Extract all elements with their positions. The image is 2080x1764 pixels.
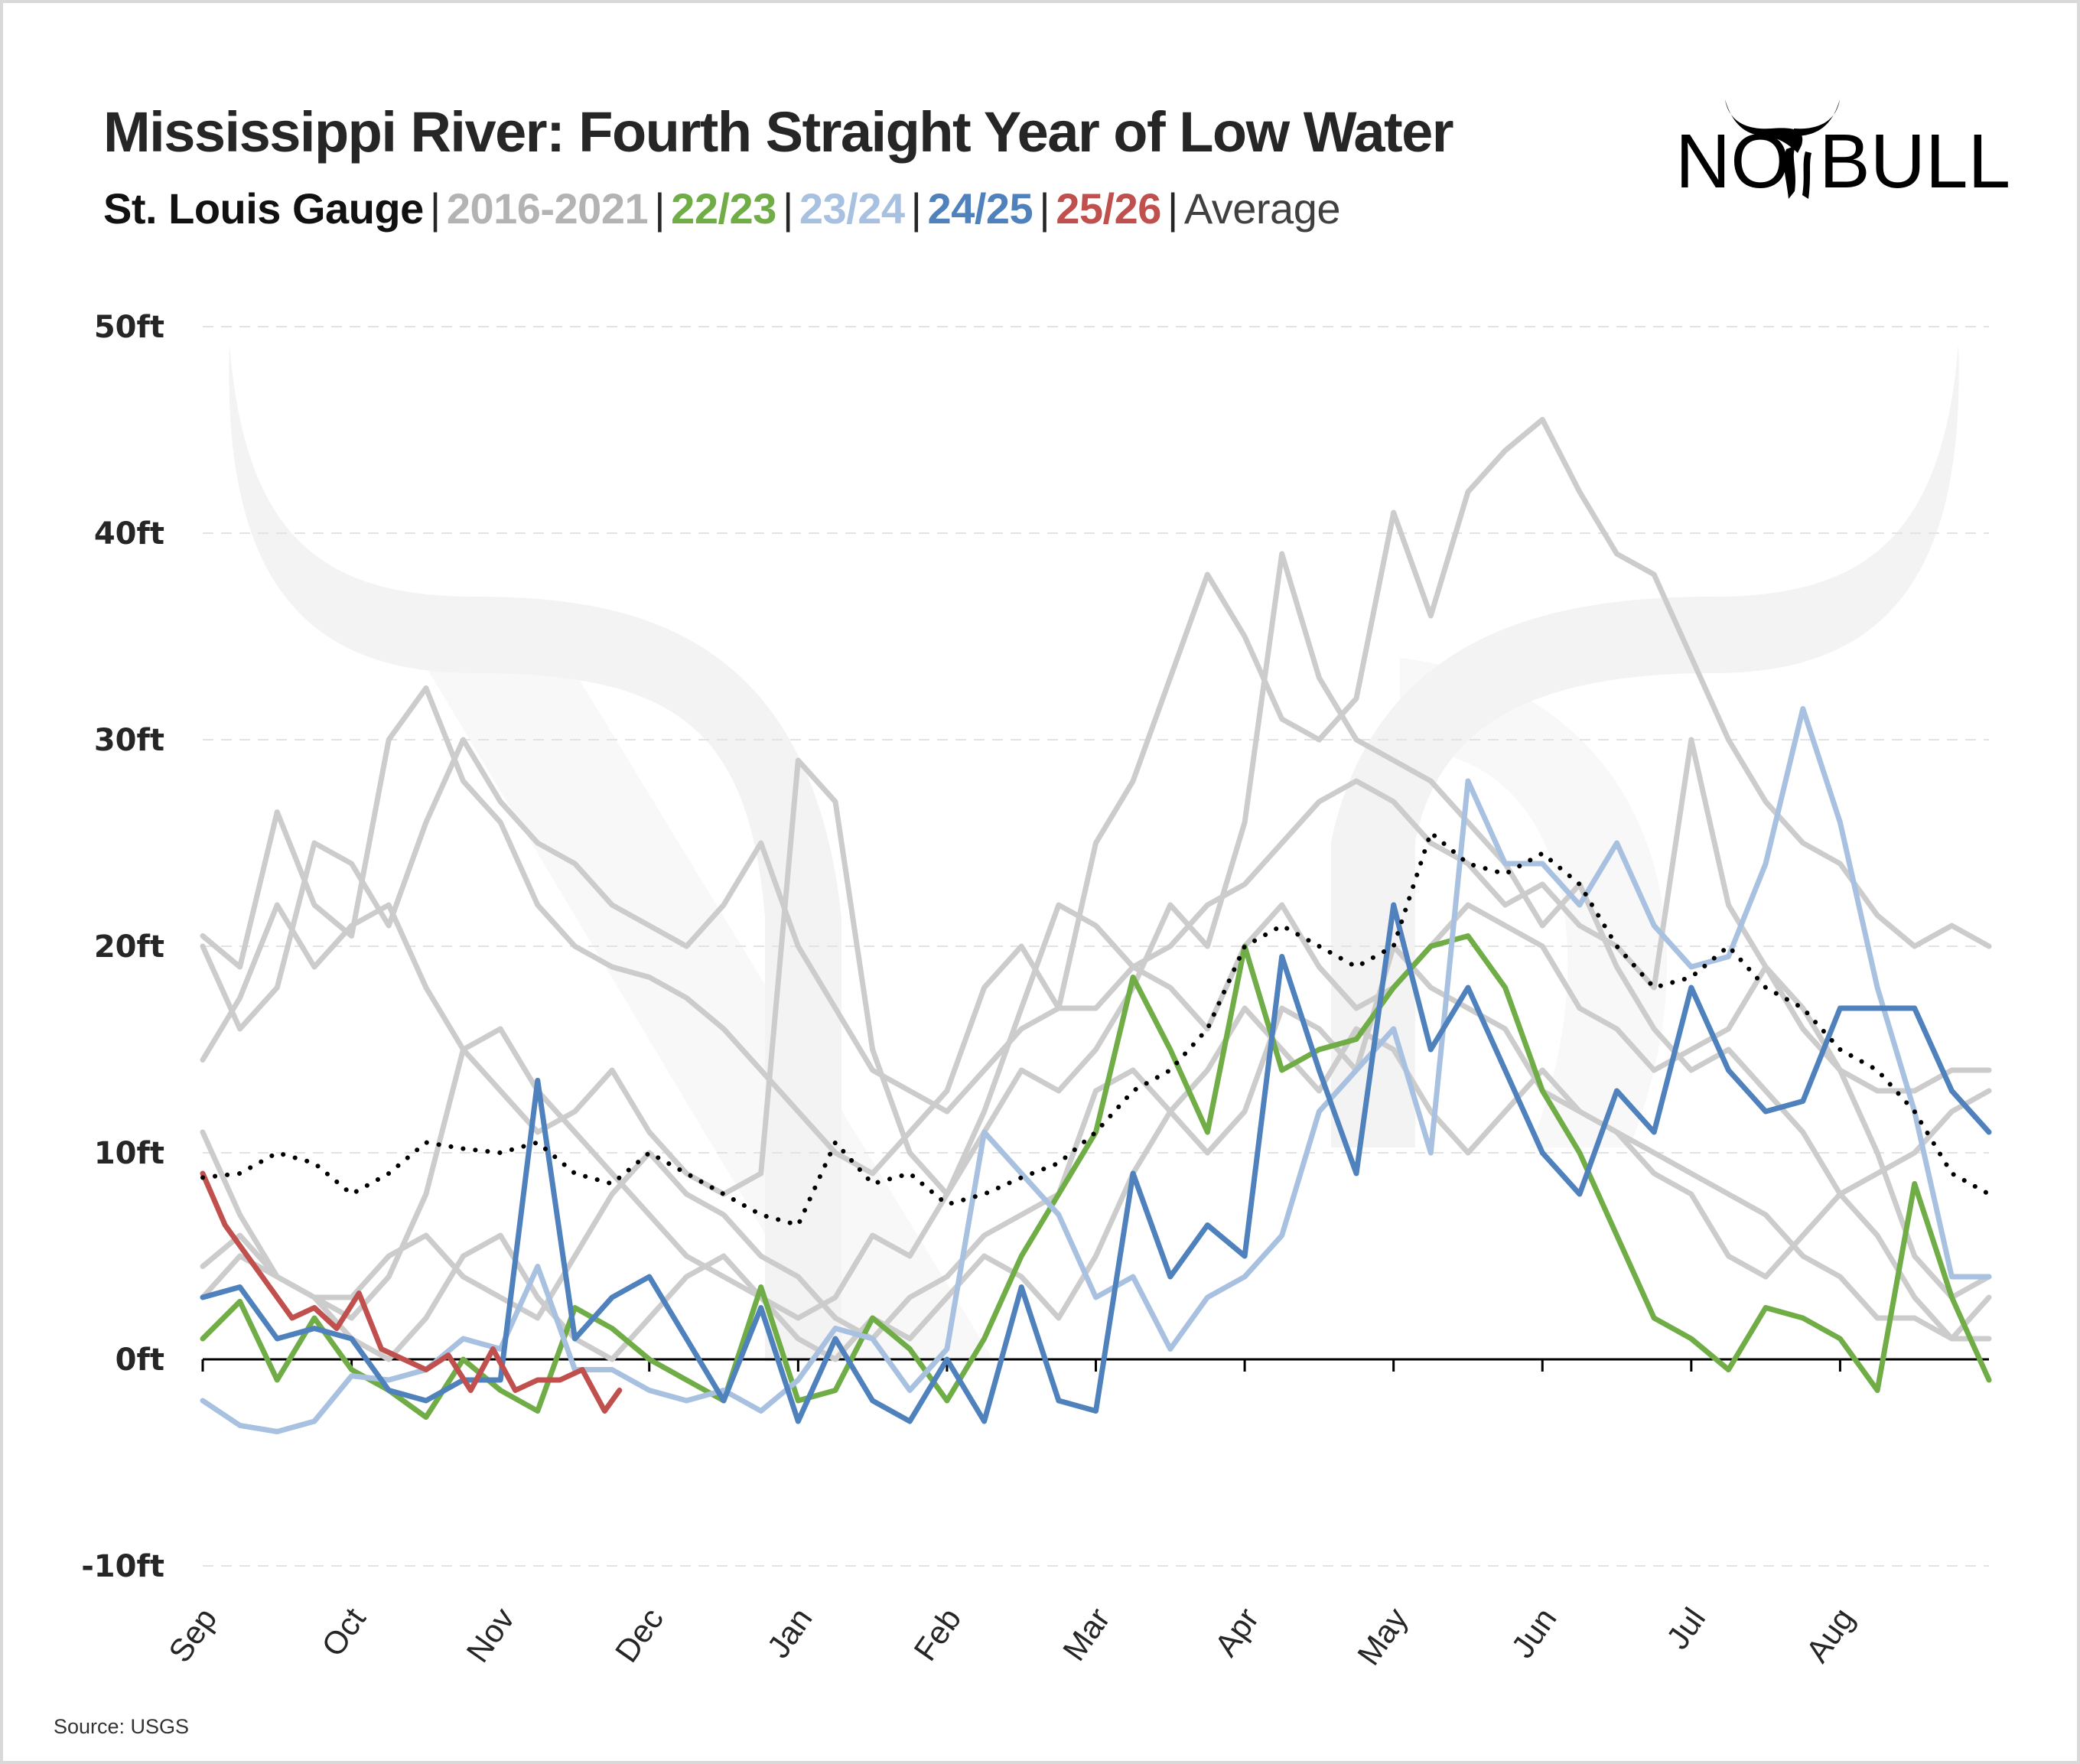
x-tick-label: Nov	[459, 1601, 521, 1668]
series-line-2016-2021-e-	[200, 943, 1992, 1342]
legend-separator: |	[782, 184, 794, 233]
no-bull-logo: NO BULL	[1675, 99, 2010, 204]
logo-text-left: NO	[1675, 119, 1790, 204]
legend-separator: |	[1167, 184, 1179, 233]
series-layer	[200, 417, 1992, 1434]
x-tick-label: Jun	[1504, 1601, 1563, 1664]
logo-text-right: BULL	[1819, 119, 2010, 204]
legend-separator: |	[1039, 184, 1050, 233]
x-tick-label: Mar	[1056, 1601, 1117, 1667]
legend-separator: |	[910, 184, 923, 233]
x-tick-label: May	[1350, 1601, 1414, 1671]
x-tick-label: Apr	[1207, 1601, 1265, 1663]
legend-entry: 24/25	[927, 184, 1033, 233]
legend-entry: 2016-2021	[446, 184, 649, 233]
legend-entry: Average	[1183, 184, 1341, 233]
series-line-2016-2021-f-	[200, 1005, 1992, 1362]
legend-entry: 22/23	[671, 184, 776, 233]
chart-subtitle-legend: St. Louis Gauge | 2016-2021 | 22/23 | 23/24 | 24…	[103, 184, 1341, 233]
series-line-22-23	[200, 933, 1992, 1421]
series-line-2016-2021-c-	[200, 737, 1992, 1115]
series-line-2016-2021-b-	[200, 551, 1992, 1197]
y-tick-label: 40ft	[94, 516, 164, 552]
series-line-25-26	[200, 1170, 623, 1414]
x-tick-label: Oct	[314, 1601, 373, 1663]
x-tick-label: Feb	[907, 1601, 968, 1667]
y-tick-label: 0ft	[116, 1343, 164, 1378]
series-line-2016-2021-d-	[200, 902, 1992, 1321]
source-note: Source: USGS	[54, 1715, 190, 1738]
legend-entry: 23/24	[799, 184, 905, 233]
bull-watermark	[229, 344, 1959, 1362]
chart-title: Mississippi River: Fourth Straight Year …	[103, 100, 1454, 164]
y-tick-label: -10ft	[81, 1549, 164, 1584]
bull-horns-icon	[1725, 99, 1840, 199]
y-axis: -10ft 0ft 10ft 20ft 30ft 40ft 50ft	[81, 310, 164, 1584]
x-tick-label: Jul	[1659, 1601, 1712, 1655]
series-line-23-24	[200, 706, 1992, 1434]
legend-separator: |	[429, 184, 441, 233]
y-tick-label: 30ft	[94, 723, 164, 758]
legend-separator: |	[654, 184, 666, 233]
series-line-24-25	[200, 902, 1992, 1424]
series-line-average	[200, 830, 1991, 1228]
legend-entry: 25/26	[1056, 184, 1161, 233]
x-tick-label: Sep	[161, 1601, 223, 1668]
y-tick-label: 20ft	[94, 929, 164, 965]
chart-canvas	[3, 3, 2077, 1761]
x-tick-label: Jan	[760, 1601, 819, 1664]
x-tick-label: Dec	[608, 1601, 670, 1668]
x-tick-label: Aug	[1798, 1601, 1860, 1668]
y-tick-label: 10ft	[94, 1136, 164, 1171]
y-tick-label: 50ft	[94, 310, 164, 345]
series-line-2016-2021-a-	[200, 417, 1992, 1177]
subtitle-gauge: St. Louis Gauge	[103, 184, 424, 233]
